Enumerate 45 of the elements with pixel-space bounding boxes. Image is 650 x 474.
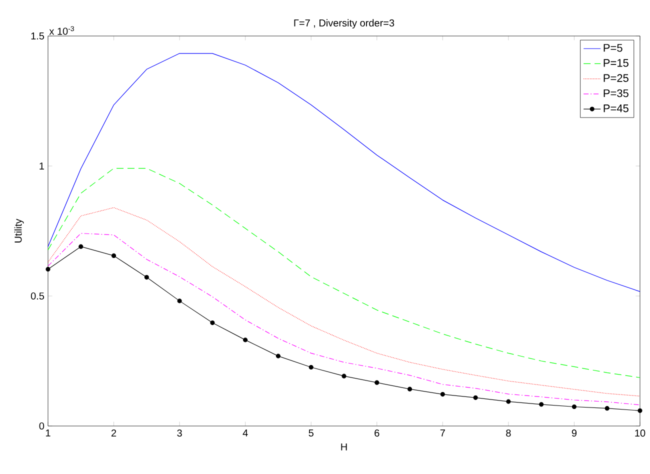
x-tick-label: 5 xyxy=(308,430,314,437)
x-tick-label: 2 xyxy=(111,430,116,437)
point xyxy=(539,402,544,407)
point xyxy=(46,266,50,272)
x-tick-label: 1 xyxy=(46,430,50,436)
point xyxy=(144,274,149,280)
point xyxy=(78,244,84,249)
y-tick-label: 0.5 xyxy=(30,292,44,300)
point xyxy=(572,404,577,410)
point xyxy=(407,386,412,392)
y-axis-title: Utility xyxy=(14,218,24,242)
line-series xyxy=(48,207,640,396)
point xyxy=(276,354,281,358)
line-series xyxy=(48,53,640,292)
point xyxy=(177,298,182,304)
point xyxy=(243,338,248,342)
x-tick-label: 8 xyxy=(506,430,511,437)
x-axis-title: H xyxy=(341,443,347,450)
point xyxy=(210,320,215,326)
point xyxy=(638,408,642,413)
x-tick-label: 4 xyxy=(242,430,248,436)
x-tick-label: 9 xyxy=(572,430,577,437)
point xyxy=(374,380,380,385)
point xyxy=(111,253,116,258)
y-tick-label: 1 xyxy=(40,162,44,170)
point xyxy=(440,392,445,397)
legend-label: P=45 xyxy=(604,104,628,112)
legend-label: P=25 xyxy=(604,74,628,82)
point xyxy=(604,406,610,411)
point xyxy=(308,364,314,370)
x-tick-label: 3 xyxy=(177,430,182,437)
line-series xyxy=(48,168,640,378)
point xyxy=(473,395,478,400)
point xyxy=(342,374,346,378)
point xyxy=(506,399,511,404)
chart-title: Γ=7 , Diversity order=3 xyxy=(294,19,394,28)
x-tick-label: 10 xyxy=(635,430,646,437)
legend-label: P=15 xyxy=(604,59,628,67)
text: x 10$^{-3}$ xyxy=(49,26,74,35)
x-tick-label: 7 xyxy=(440,430,445,436)
legend-label: P=5 xyxy=(604,44,622,52)
y-tick-label: 0 xyxy=(39,422,44,430)
x-tick-label: 6 xyxy=(374,430,380,437)
legend-label: P=35 xyxy=(604,89,628,98)
y-tick-label: 1.5 xyxy=(31,32,44,40)
